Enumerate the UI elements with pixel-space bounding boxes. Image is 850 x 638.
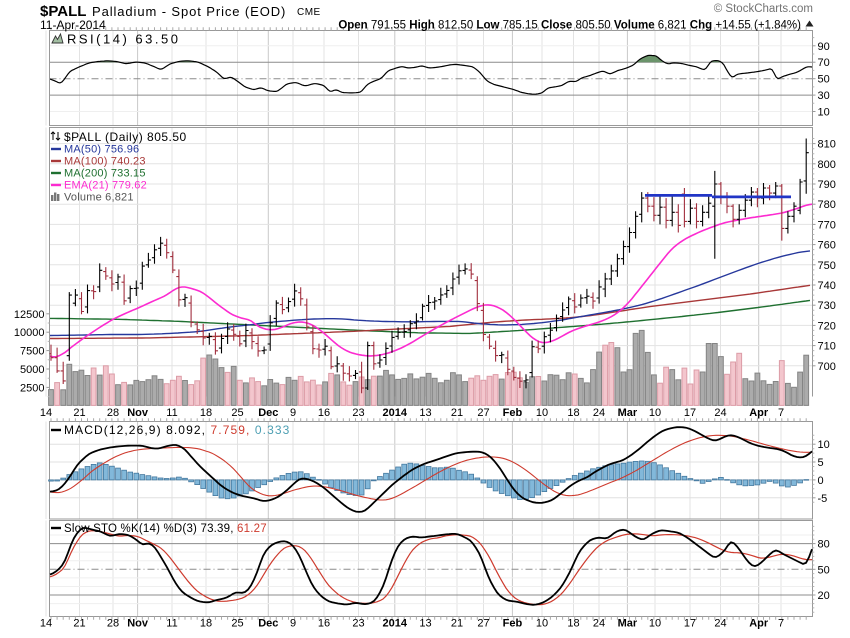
svg-text:RSI(14) 63.50: RSI(14) 63.50 bbox=[67, 32, 180, 47]
svg-text:-5: -5 bbox=[818, 493, 828, 505]
svg-text:18: 18 bbox=[567, 618, 579, 630]
svg-text:2014: 2014 bbox=[383, 618, 408, 630]
svg-text:17: 17 bbox=[684, 618, 696, 630]
svg-text:770: 770 bbox=[818, 219, 836, 231]
svg-text:MA(200) 733.15: MA(200) 733.15 bbox=[64, 168, 146, 180]
svg-text:10000: 10000 bbox=[14, 327, 45, 339]
svg-text:720: 720 bbox=[818, 320, 836, 332]
svg-text:14: 14 bbox=[40, 618, 52, 630]
svg-text:13: 13 bbox=[419, 407, 431, 419]
svg-text:2500: 2500 bbox=[20, 382, 44, 394]
svg-text:7: 7 bbox=[778, 407, 784, 419]
svg-text:0: 0 bbox=[818, 475, 824, 487]
svg-text:21: 21 bbox=[451, 618, 463, 630]
svg-text:21: 21 bbox=[73, 618, 85, 630]
svg-text:7500: 7500 bbox=[20, 346, 44, 358]
svg-text:Apr: Apr bbox=[749, 618, 769, 630]
svg-text:11-Apr-2014: 11-Apr-2014 bbox=[40, 18, 106, 32]
svg-text:50: 50 bbox=[818, 74, 830, 86]
svg-text:9: 9 bbox=[290, 407, 296, 419]
svg-text:16: 16 bbox=[318, 407, 330, 419]
svg-text:24: 24 bbox=[593, 618, 605, 630]
svg-text:Dec: Dec bbox=[258, 407, 278, 419]
svg-text:28: 28 bbox=[107, 618, 119, 630]
svg-text:10: 10 bbox=[818, 107, 830, 119]
svg-text:24: 24 bbox=[714, 407, 726, 419]
svg-text:Mar: Mar bbox=[618, 618, 638, 630]
svg-text:780: 780 bbox=[818, 199, 836, 211]
svg-text:28: 28 bbox=[107, 407, 119, 419]
svg-text:25: 25 bbox=[231, 407, 243, 419]
svg-text:18: 18 bbox=[200, 618, 212, 630]
svg-text:MA(100) 740.23: MA(100) 740.23 bbox=[64, 156, 146, 168]
svg-text:30: 30 bbox=[818, 90, 830, 102]
svg-text:80: 80 bbox=[818, 539, 830, 551]
svg-text:Feb: Feb bbox=[503, 407, 523, 419]
svg-text:730: 730 bbox=[818, 300, 836, 312]
svg-text:24: 24 bbox=[714, 618, 726, 630]
svg-text:18: 18 bbox=[200, 407, 212, 419]
svg-text:10: 10 bbox=[818, 439, 830, 451]
svg-text:760: 760 bbox=[818, 240, 836, 252]
svg-text:10: 10 bbox=[649, 618, 661, 630]
svg-text:9: 9 bbox=[290, 618, 296, 630]
svg-text:23: 23 bbox=[352, 618, 364, 630]
svg-text:710: 710 bbox=[818, 341, 836, 353]
svg-text:12500: 12500 bbox=[14, 309, 45, 321]
svg-text:Mar: Mar bbox=[618, 407, 638, 419]
svg-text:790: 790 bbox=[818, 179, 836, 191]
svg-text:10: 10 bbox=[536, 618, 548, 630]
svg-text:Slow STO %K(14) %D(3) 73.39, 6: Slow STO %K(14) %D(3) 73.39, 61.27 bbox=[64, 523, 267, 535]
svg-text:700: 700 bbox=[818, 361, 836, 373]
svg-text:Feb: Feb bbox=[503, 618, 523, 630]
svg-text:18: 18 bbox=[567, 407, 579, 419]
svg-text:Apr: Apr bbox=[749, 407, 769, 419]
svg-text:7: 7 bbox=[778, 618, 784, 630]
svg-text:MA(50) 756.96: MA(50) 756.96 bbox=[64, 144, 139, 156]
svg-text:2014: 2014 bbox=[383, 407, 408, 419]
svg-text:MACD(12,26,9) 8.092, 7.759, 0.: MACD(12,26,9) 8.092, 7.759, 0.333 bbox=[64, 423, 290, 437]
svg-text:Palladium - Spot Price (EOD): Palladium - Spot Price (EOD) bbox=[92, 4, 286, 19]
svg-text:5: 5 bbox=[818, 457, 824, 469]
svg-text:© StockCharts.com: © StockCharts.com bbox=[714, 3, 813, 15]
svg-text:11: 11 bbox=[166, 407, 177, 419]
svg-text:$PALL (Daily) 805.50: $PALL (Daily) 805.50 bbox=[64, 130, 187, 144]
svg-text:750: 750 bbox=[818, 260, 836, 272]
svg-text:27: 27 bbox=[477, 407, 489, 419]
svg-text:Dec: Dec bbox=[258, 618, 278, 630]
svg-text:13: 13 bbox=[419, 618, 431, 630]
svg-text:10: 10 bbox=[536, 407, 548, 419]
svg-text:50: 50 bbox=[818, 564, 830, 576]
svg-text:740: 740 bbox=[818, 280, 836, 292]
svg-text:Open 791.55 High 812.50 Low 78: Open 791.55 High 812.50 Low 785.15 Close… bbox=[338, 20, 801, 32]
svg-text:90: 90 bbox=[818, 41, 830, 53]
svg-text:Nov: Nov bbox=[127, 407, 149, 419]
svg-text:CME: CME bbox=[297, 7, 321, 18]
svg-text:5000: 5000 bbox=[20, 364, 44, 376]
svg-text:17: 17 bbox=[684, 407, 696, 419]
svg-text:27: 27 bbox=[477, 618, 489, 630]
svg-text:23: 23 bbox=[352, 407, 364, 419]
svg-text:Volume 6,821: Volume 6,821 bbox=[64, 192, 134, 204]
svg-text:24: 24 bbox=[593, 407, 605, 419]
svg-text:800: 800 bbox=[818, 159, 836, 171]
svg-text:14: 14 bbox=[40, 407, 52, 419]
svg-text:810: 810 bbox=[818, 139, 836, 151]
svg-text:25: 25 bbox=[231, 618, 243, 630]
svg-text:10: 10 bbox=[649, 407, 661, 419]
svg-text:EMA(21) 779.62: EMA(21) 779.62 bbox=[64, 180, 147, 192]
svg-text:Nov: Nov bbox=[127, 618, 149, 630]
svg-text:21: 21 bbox=[451, 407, 463, 419]
svg-text:21: 21 bbox=[73, 407, 85, 419]
svg-text:11: 11 bbox=[166, 618, 177, 630]
svg-text:16: 16 bbox=[318, 618, 330, 630]
svg-text:$PALL: $PALL bbox=[40, 3, 86, 20]
svg-text:70: 70 bbox=[818, 57, 830, 69]
svg-text:20: 20 bbox=[818, 590, 830, 602]
